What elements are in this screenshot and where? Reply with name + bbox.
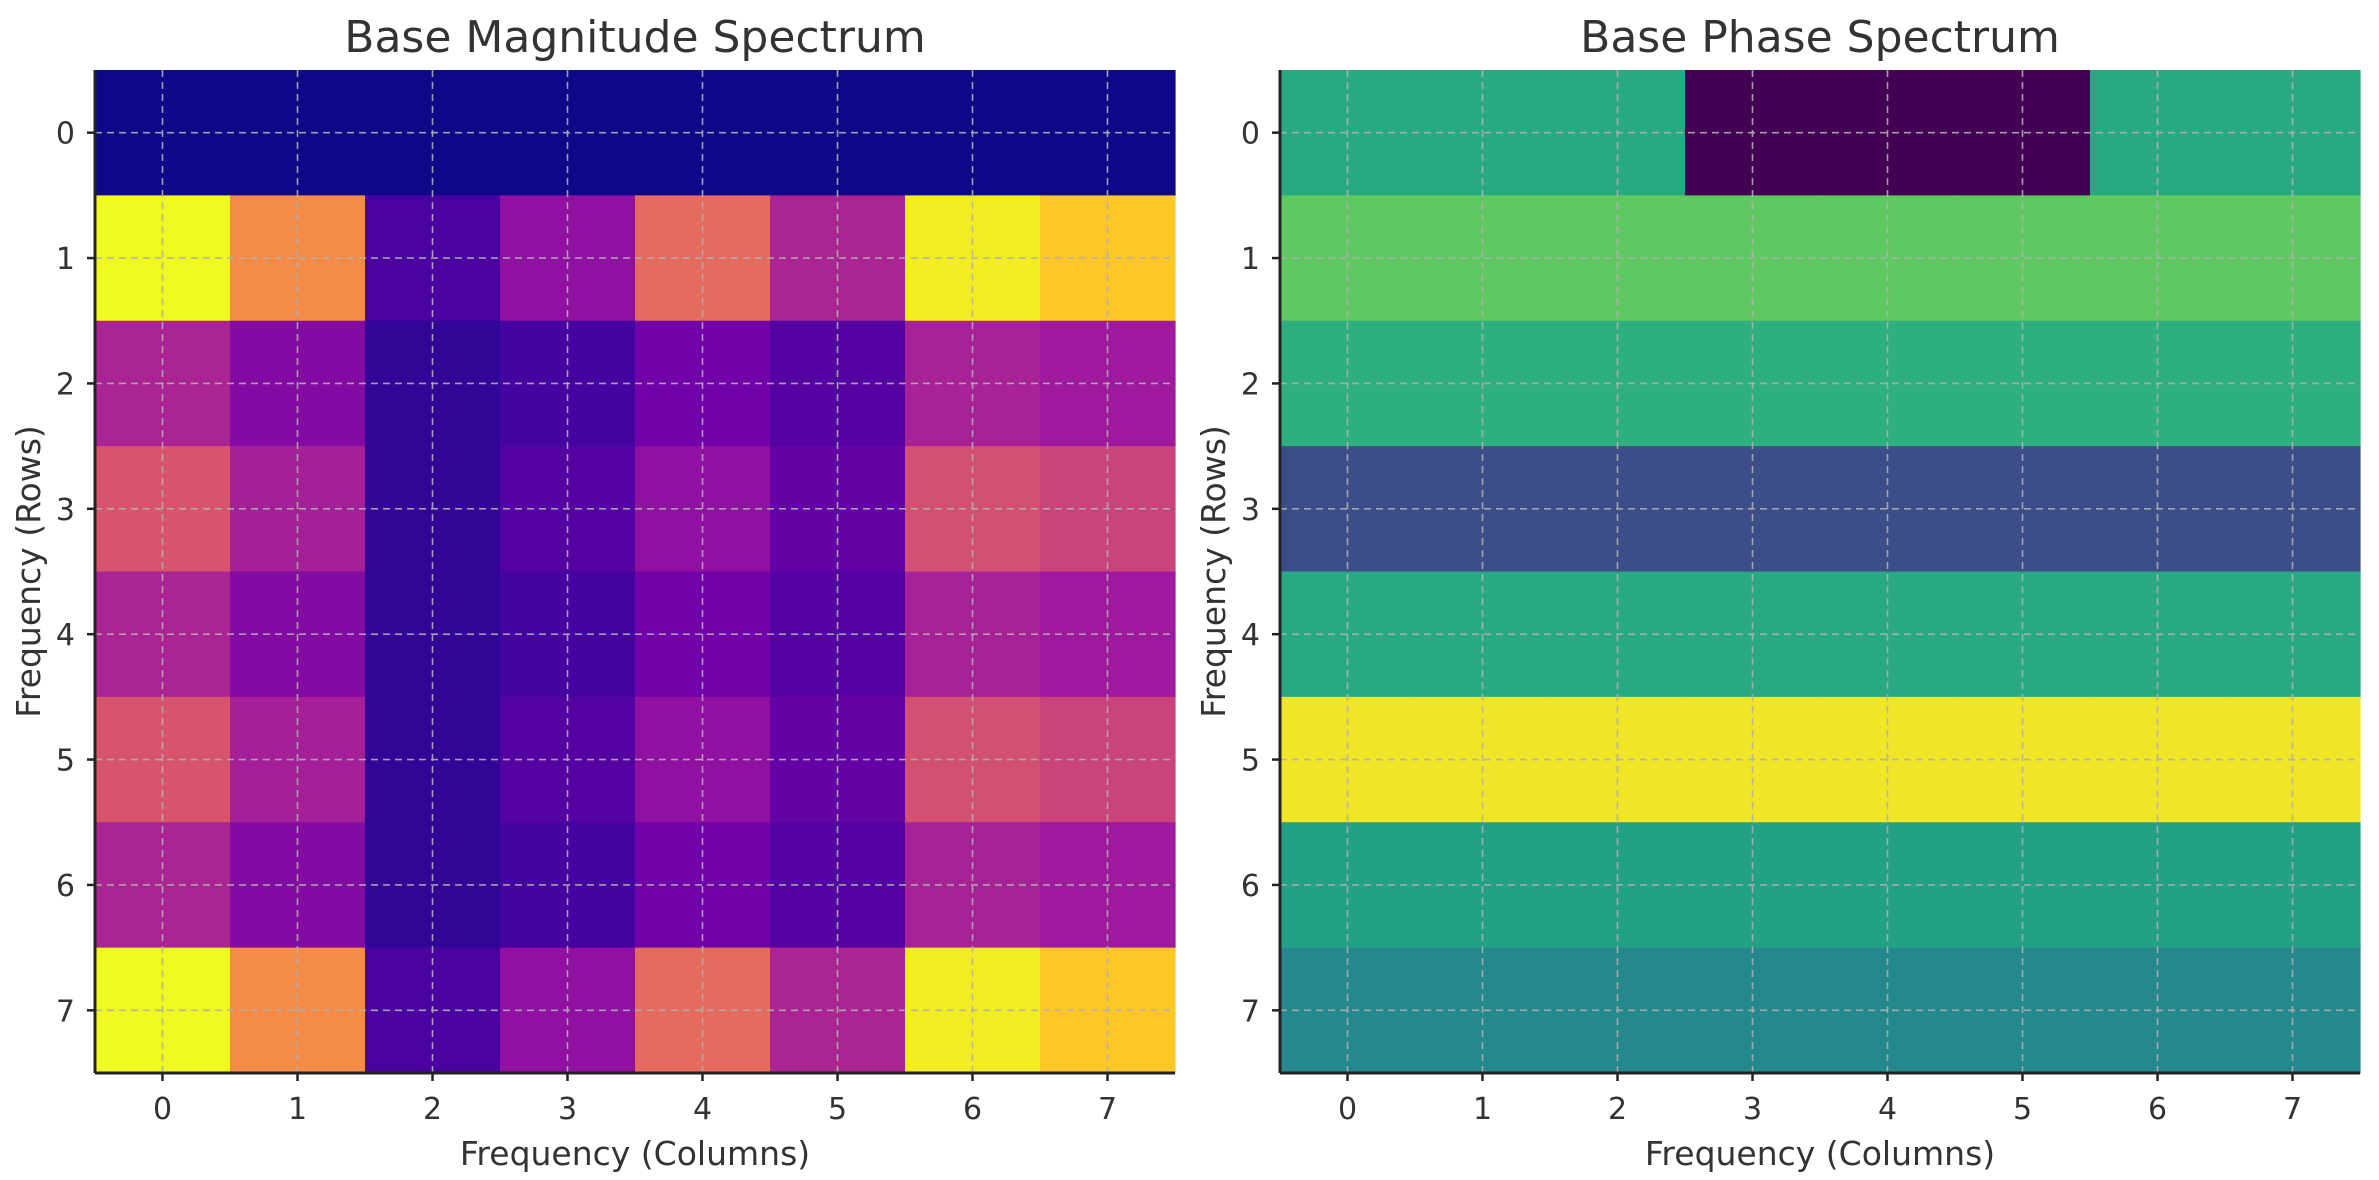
y-tick-label: 1 — [1241, 242, 1260, 277]
x-tick-label: 0 — [1338, 1092, 1357, 1127]
y-tick-label: 7 — [56, 994, 75, 1029]
x-tick-label: 4 — [1878, 1092, 1897, 1127]
x-tick-label: 2 — [423, 1092, 442, 1127]
heatmap-panel-1: 0 1 2 3 4 5 6 7 0 1 2 3 4 5 6 7 Base Phase Spectrum Frequ… — [1194, 12, 2361, 1173]
x-tick-label: 0 — [153, 1092, 172, 1127]
y-tick-label: 4 — [1241, 618, 1260, 653]
heatmap-cells — [95, 70, 1176, 1074]
chart-title: Base Phase Spectrum — [1580, 12, 2060, 63]
x-tick-label: 7 — [2283, 1092, 2302, 1127]
heatmap-panel-0: 0 1 2 3 4 5 6 7 0 1 2 3 4 5 6 7 Base Magnitude Spectrum F… — [9, 12, 1176, 1173]
x-tick-label: 3 — [1743, 1092, 1762, 1127]
y-tick-label: 7 — [1241, 994, 1260, 1029]
chart-title: Base Magnitude Spectrum — [344, 12, 925, 63]
x-tick-label: 1 — [1473, 1092, 1492, 1127]
x-tick-label: 1 — [288, 1092, 307, 1127]
x-axis-label: Frequency (Columns) — [460, 1134, 810, 1173]
x-tick-label: 6 — [2148, 1092, 2167, 1127]
x-axis-label: Frequency (Columns) — [1645, 1134, 1995, 1173]
y-tick-label: 2 — [1241, 367, 1260, 402]
y-tick-label: 4 — [56, 618, 75, 653]
y-tick-label: 6 — [1241, 869, 1260, 904]
y-tick-label: 5 — [1241, 744, 1260, 779]
x-tick-label: 5 — [2013, 1092, 2032, 1127]
y-tick-label: 0 — [56, 117, 75, 152]
y-tick-label: 1 — [56, 242, 75, 277]
x-tick-label: 4 — [693, 1092, 712, 1127]
y-tick-label: 3 — [56, 493, 75, 528]
y-tick-label: 5 — [56, 744, 75, 779]
y-tick-label: 3 — [1241, 493, 1260, 528]
grid-lines — [95, 70, 1175, 1073]
y-tick-label: 2 — [56, 367, 75, 402]
x-tick-label: 2 — [1608, 1092, 1627, 1127]
y-axis-label: Frequency (Rows) — [9, 425, 48, 718]
x-tick-label: 7 — [1098, 1092, 1117, 1127]
x-tick-label: 5 — [828, 1092, 847, 1127]
grid-lines — [1280, 70, 2360, 1073]
x-tick-label: 3 — [558, 1092, 577, 1127]
x-tick-label: 6 — [963, 1092, 982, 1127]
y-axis-label: Frequency (Rows) — [1194, 425, 1233, 718]
y-tick-label: 6 — [56, 869, 75, 904]
y-tick-label: 0 — [1241, 117, 1260, 152]
heatmap-cells — [1280, 70, 2361, 1074]
